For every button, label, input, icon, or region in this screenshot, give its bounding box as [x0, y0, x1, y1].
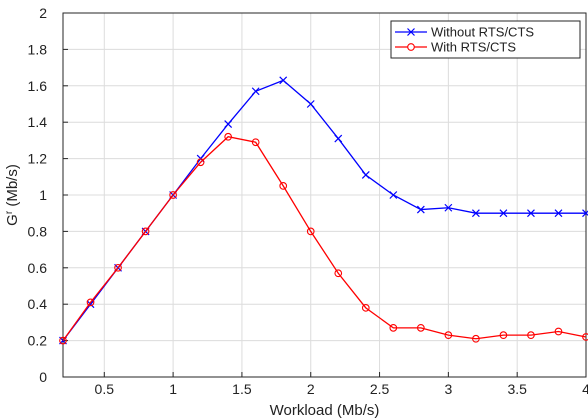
legend-circle-marker [407, 43, 415, 51]
legend-label-without-rts-cts: Without RTS/CTS [431, 25, 534, 40]
series-with-rts-cts [59, 132, 588, 345]
y-tick-label: 0.6 [28, 260, 48, 276]
data-point-circle-marker [224, 132, 233, 141]
y-tick-label: 1 [39, 187, 47, 203]
data-point-x-marker [251, 87, 260, 96]
x-marker-stroke [306, 100, 315, 108]
y-tick-label: 0.8 [28, 223, 48, 239]
data-point-circle-marker [582, 333, 588, 341]
data-point-x-marker [554, 209, 563, 218]
x-marker-stroke [334, 134, 343, 143]
y-axis-title-main: G [4, 214, 21, 226]
y-axis-title-superscript: r [4, 210, 15, 214]
data-point-x-marker [444, 203, 453, 212]
legend-item-with-rts-cts: With RTS/CTS [395, 40, 516, 55]
data-point-circle-marker [251, 138, 260, 147]
x-marker-stroke [279, 76, 288, 85]
data-point-circle-marker [196, 158, 205, 167]
data-point-x-marker [416, 205, 425, 214]
data-point-circle-marker [279, 182, 288, 190]
data-point-circle-marker [554, 327, 563, 336]
data-point-x-marker [499, 209, 508, 218]
data-point-circle-marker [169, 191, 177, 199]
data-point-circle-marker [86, 298, 95, 307]
data-point-circle-marker [416, 324, 425, 332]
x-marker-stroke [444, 203, 453, 212]
legend-label-with-rts-cts: With RTS/CTS [431, 40, 516, 55]
x-tick-label: 1 [169, 381, 177, 397]
y-tick-label: 0.2 [28, 333, 48, 349]
y-tick-label: 0 [39, 369, 47, 385]
y-axis-title: Gr (Mb/s) [4, 164, 22, 226]
x-marker-stroke [554, 209, 563, 218]
x-marker-stroke [361, 171, 370, 179]
series-group [59, 76, 588, 345]
x-marker-stroke [224, 120, 233, 128]
data-point-circle-marker [59, 336, 67, 345]
legend-item-without-rts-cts: Without RTS/CTS [395, 25, 534, 40]
data-point-circle-marker [361, 303, 370, 312]
x-tick-label: 3 [444, 381, 452, 397]
data-point-x-marker [361, 171, 370, 179]
data-point-circle-marker [444, 331, 453, 339]
data-point-x-marker [306, 100, 315, 108]
data-point-x-marker [334, 134, 343, 143]
x-marker-stroke [499, 209, 508, 218]
data-point-circle-marker [389, 324, 398, 332]
x-marker-stroke [389, 191, 398, 199]
data-point-circle-marker [527, 331, 535, 339]
data-point-circle-marker [472, 334, 480, 343]
axis-ticks: 0.5 1 1.5 2 2.5 3 3.5 4 0 0.2 0.4 0.6 0.8 1 1.2 1.4 1.6 1… [28, 5, 588, 397]
y-tick-label: 1.8 [28, 41, 48, 57]
x-marker-stroke [471, 209, 480, 218]
y-tick-label: 0.4 [28, 296, 48, 312]
data-point-x-marker [527, 209, 535, 218]
x-marker-stroke [416, 205, 425, 214]
x-tick-label: 2.5 [370, 381, 390, 397]
legend-x-marker [407, 28, 415, 36]
series-line-with-rts-cts [62, 136, 587, 341]
data-point-x-marker [582, 209, 588, 218]
series-line-without-rts-cts [62, 79, 586, 341]
y-tick-label: 2 [39, 5, 47, 21]
data-point-x-marker [471, 209, 480, 218]
legend-box [390, 20, 581, 59]
x-marker-stroke [251, 87, 260, 96]
data-point-x-marker [279, 76, 288, 85]
data-point-circle-marker [141, 227, 150, 236]
x-axis-title: Workload (Mb/s) [270, 402, 380, 419]
y-tick-label: 1.6 [28, 78, 48, 94]
x-tick-label: 0.5 [95, 381, 115, 397]
data-point-circle-marker [499, 331, 508, 339]
y-tick-label: 1.2 [28, 151, 48, 167]
data-point-x-marker [224, 120, 233, 128]
data-point-circle-marker [334, 269, 343, 278]
x-marker-stroke [527, 209, 535, 218]
data-point-x-marker [389, 191, 398, 199]
y-tick-label: 1.4 [28, 114, 48, 130]
x-tick-label: 2 [307, 381, 315, 397]
grid [63, 12, 587, 378]
y-axis-title-unit: (Mb/s) [4, 164, 21, 211]
x-tick-label: 4 [582, 381, 588, 397]
x-tick-label: 3.5 [507, 381, 527, 397]
x-marker-stroke [582, 210, 588, 218]
data-point-circle-marker [306, 227, 315, 236]
x-tick-label: 1.5 [232, 381, 252, 397]
data-point-circle-marker [114, 263, 122, 272]
